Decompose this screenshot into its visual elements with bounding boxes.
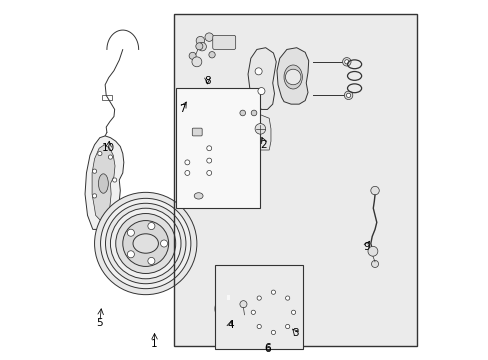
Circle shape	[160, 240, 167, 247]
Circle shape	[184, 171, 189, 175]
Circle shape	[94, 192, 197, 294]
Circle shape	[196, 36, 204, 45]
Text: 6: 6	[264, 345, 270, 354]
Polygon shape	[247, 48, 276, 109]
Circle shape	[122, 221, 168, 266]
Circle shape	[346, 93, 350, 98]
Circle shape	[184, 160, 189, 165]
Polygon shape	[179, 139, 195, 185]
Circle shape	[271, 290, 275, 294]
Circle shape	[206, 171, 211, 175]
Polygon shape	[92, 145, 115, 221]
Text: 8: 8	[203, 76, 210, 86]
Circle shape	[257, 324, 261, 329]
Circle shape	[370, 186, 379, 195]
Text: 4: 4	[226, 320, 233, 330]
Circle shape	[291, 310, 295, 314]
Circle shape	[262, 301, 284, 324]
Circle shape	[204, 33, 213, 41]
Circle shape	[206, 158, 211, 163]
Circle shape	[127, 251, 134, 258]
Ellipse shape	[133, 234, 158, 253]
Circle shape	[147, 257, 155, 265]
Bar	[214, 265, 302, 349]
Circle shape	[107, 161, 115, 170]
Circle shape	[92, 169, 97, 173]
Circle shape	[271, 330, 275, 334]
Circle shape	[344, 91, 352, 100]
Ellipse shape	[194, 193, 203, 199]
Circle shape	[255, 123, 265, 134]
Circle shape	[206, 146, 211, 151]
Ellipse shape	[284, 65, 302, 89]
Circle shape	[98, 152, 102, 156]
Circle shape	[285, 69, 300, 85]
Circle shape	[110, 208, 181, 279]
Circle shape	[255, 294, 290, 330]
Circle shape	[127, 229, 134, 236]
Circle shape	[147, 222, 155, 230]
Text: 9: 9	[362, 242, 369, 252]
Circle shape	[116, 213, 175, 274]
Text: 10: 10	[102, 143, 115, 153]
Ellipse shape	[98, 174, 108, 193]
Polygon shape	[98, 224, 107, 237]
Circle shape	[112, 178, 117, 182]
Circle shape	[105, 203, 185, 284]
Circle shape	[249, 288, 297, 336]
Bar	[174, 14, 417, 346]
Circle shape	[240, 110, 245, 116]
Polygon shape	[85, 136, 123, 229]
Circle shape	[208, 51, 215, 58]
Circle shape	[108, 155, 112, 159]
Circle shape	[251, 310, 255, 314]
Circle shape	[344, 60, 348, 64]
Circle shape	[371, 260, 378, 267]
Text: 1: 1	[151, 339, 158, 349]
Circle shape	[198, 42, 206, 51]
Circle shape	[192, 57, 202, 67]
Text: 7: 7	[179, 104, 186, 114]
Circle shape	[189, 52, 196, 59]
Text: 6: 6	[264, 343, 270, 352]
Bar	[175, 88, 260, 208]
Text: 5: 5	[96, 318, 103, 328]
Bar	[227, 294, 229, 300]
Circle shape	[251, 110, 256, 116]
Bar	[102, 95, 112, 100]
Circle shape	[255, 68, 262, 75]
FancyBboxPatch shape	[192, 128, 202, 136]
Circle shape	[285, 296, 289, 300]
Text: 2: 2	[260, 140, 266, 150]
Circle shape	[92, 194, 97, 198]
Circle shape	[257, 87, 264, 95]
Circle shape	[342, 58, 350, 66]
Circle shape	[195, 43, 203, 50]
Polygon shape	[276, 48, 308, 104]
Polygon shape	[239, 115, 260, 150]
Circle shape	[101, 198, 190, 289]
FancyBboxPatch shape	[212, 35, 235, 49]
Bar	[174, 14, 417, 346]
Circle shape	[285, 324, 289, 329]
Circle shape	[257, 296, 261, 300]
Circle shape	[367, 246, 377, 256]
Polygon shape	[198, 136, 218, 184]
Text: 3: 3	[292, 328, 298, 338]
Circle shape	[240, 301, 246, 308]
Polygon shape	[249, 115, 270, 150]
